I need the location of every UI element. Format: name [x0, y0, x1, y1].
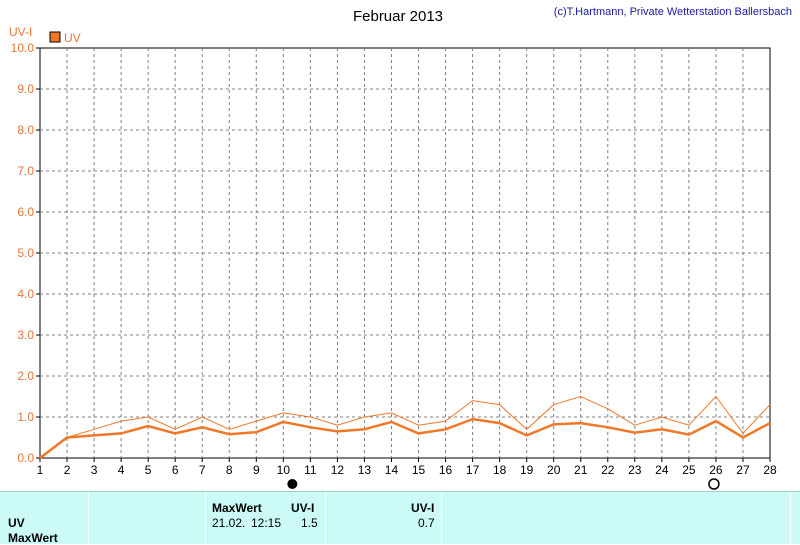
full-moon-icon — [708, 478, 720, 490]
x-tick-label: 21 — [574, 463, 588, 477]
x-tick-label: 13 — [358, 463, 372, 477]
x-tick-label: 26 — [709, 463, 723, 477]
max-time: 12:15 — [251, 516, 282, 530]
y-tick-label: 5.0 — [17, 246, 34, 260]
x-tick-label: 6 — [172, 463, 179, 477]
x-tick-label: 1 — [37, 463, 44, 477]
x-tick-label: 20 — [547, 463, 561, 477]
x-tick-label: 16 — [439, 463, 453, 477]
x-tick-label: 15 — [412, 463, 426, 477]
x-tick-label: 8 — [226, 463, 233, 477]
legend-swatch — [49, 31, 61, 43]
y-tick-label: 2.0 — [17, 369, 34, 383]
row-label-maxwert: MaxWert — [8, 531, 58, 545]
series — [39, 395, 771, 459]
y-tick-label: 10.0 — [11, 41, 35, 55]
y-tick-label: 7.0 — [17, 164, 34, 178]
max-header: MaxWert — [212, 501, 262, 515]
x-tick-label: 10 — [277, 463, 291, 477]
x-tick-label: 22 — [601, 463, 615, 477]
moon-markers — [287, 478, 720, 490]
new-moon-icon — [287, 479, 298, 489]
x-tick-label: 9 — [253, 463, 260, 477]
x-tick-label: 19 — [520, 463, 534, 477]
series-line-uv — [39, 417, 771, 459]
row-label-uv: UV — [8, 516, 25, 530]
copyright-text: (c)T.Hartmann, Private Wetterstation Bal… — [554, 6, 792, 18]
x-tick-label: 11 — [304, 463, 317, 477]
x-tick-label: 24 — [655, 463, 669, 477]
x-tick-label: 28 — [763, 463, 777, 477]
x-tick-label: 5 — [145, 463, 152, 477]
x-tick-label: 18 — [493, 463, 507, 477]
x-tick-label: 4 — [118, 463, 125, 477]
ticks: 1 2 3 4 5 6 7 8 9 10 11 12 13 14 15 16 17 18 19 20 21 22 23 24 2… — [11, 41, 777, 477]
x-tick-label: 17 — [466, 463, 480, 477]
chart: Februar 2013 (c)T.Hartmann, Private Wett… — [9, 6, 792, 490]
x-tick-label: 27 — [736, 463, 750, 477]
unit-header-avg: UV-I — [411, 501, 435, 515]
y-tick-label: 6.0 — [17, 205, 34, 219]
x-tick-label: 23 — [628, 463, 642, 477]
x-tick-label: 2 — [64, 463, 71, 477]
x-tick-label: 7 — [199, 463, 206, 477]
grid — [39, 47, 771, 459]
max-date: 21.02. — [212, 516, 246, 530]
summary-table: MaxWert UV-I UV-I UV 21.02. 12:15 1.5 0.… — [0, 491, 800, 545]
avg-value: 0.7 — [418, 516, 435, 530]
y-tick-label: 9.0 — [17, 82, 34, 96]
y-axis-label: UV-I — [9, 25, 32, 39]
y-tick-label: 1.0 — [17, 410, 34, 424]
series-line-maxwert — [39, 395, 771, 459]
max-value: 1.5 — [301, 516, 318, 530]
unit-header-max: UV-I — [291, 501, 315, 515]
x-tick-label: 12 — [331, 463, 345, 477]
y-tick-label: 8.0 — [17, 123, 34, 137]
legend-label-uv: UV — [64, 31, 81, 45]
y-tick-label: 4.0 — [17, 287, 34, 301]
chart-title: Februar 2013 — [353, 8, 443, 25]
y-tick-label: 3.0 — [17, 328, 34, 342]
x-tick-label: 3 — [91, 463, 98, 477]
x-tick-label: 25 — [682, 463, 696, 477]
y-tick-label: 0.0 — [17, 451, 34, 465]
x-tick-label: 14 — [385, 463, 399, 477]
